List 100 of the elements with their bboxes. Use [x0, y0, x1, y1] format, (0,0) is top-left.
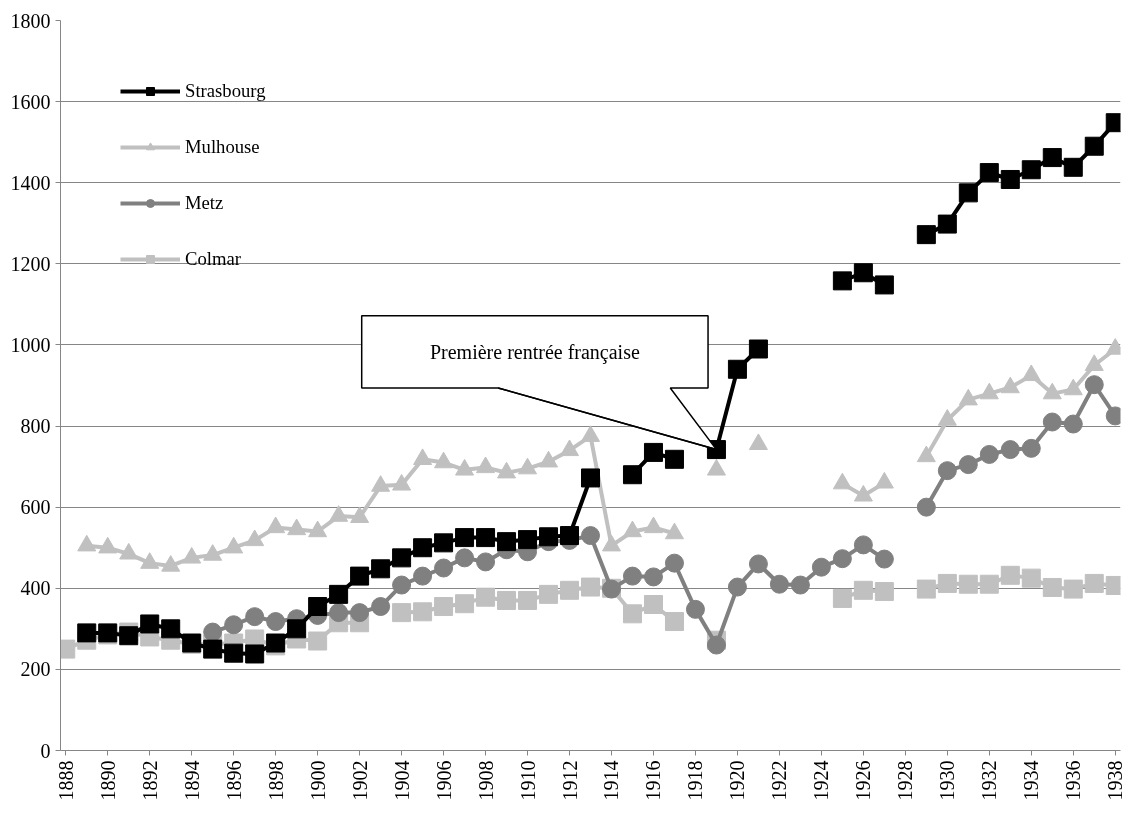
- x-tick-label: 1902: [348, 760, 371, 801]
- point: [811, 557, 831, 577]
- point: [140, 614, 160, 634]
- point: [518, 590, 538, 610]
- point: [874, 549, 894, 569]
- point: [1000, 169, 1020, 189]
- legend-label: Metz: [185, 192, 224, 214]
- point: [560, 580, 580, 600]
- x-tick-label: 1892: [138, 760, 161, 801]
- point: [622, 566, 642, 586]
- y-tick-label: 1400: [10, 171, 51, 194]
- point: [329, 584, 349, 604]
- point: [455, 528, 475, 548]
- x-tick-label: 1936: [1062, 760, 1085, 801]
- point: [476, 528, 496, 548]
- legend-label: Colmar: [185, 248, 241, 270]
- legend-label: Mulhouse: [185, 136, 260, 158]
- y-tick-label: 1200: [10, 252, 51, 275]
- point: [664, 449, 684, 469]
- point: [1084, 136, 1104, 156]
- point: [245, 644, 265, 664]
- point: [203, 639, 223, 659]
- point: [518, 530, 538, 550]
- point: [643, 442, 663, 462]
- point: [643, 567, 663, 587]
- point: [1021, 160, 1041, 180]
- x-tick-label: 1900: [306, 760, 329, 801]
- x-tick-label: 1890: [96, 760, 119, 801]
- point: [392, 603, 412, 623]
- point: [329, 603, 349, 623]
- point: [245, 607, 265, 627]
- y-tick-label: 0: [40, 739, 51, 762]
- point: [1042, 148, 1062, 168]
- point: [224, 615, 244, 635]
- point: [308, 597, 328, 617]
- point: [832, 588, 852, 608]
- y-tick-label: 200: [20, 658, 51, 681]
- x-tick-label: 1916: [642, 760, 665, 801]
- point: [979, 163, 999, 183]
- point: [581, 577, 600, 597]
- point: [1063, 157, 1083, 177]
- x-tick-label: 1906: [432, 760, 455, 801]
- point: [958, 574, 978, 594]
- x-tick-label: 1934: [1020, 760, 1043, 801]
- point: [622, 465, 642, 485]
- legend-label: Strasbourg: [185, 80, 266, 102]
- point: [1021, 568, 1041, 588]
- point: [161, 619, 181, 639]
- point: [1042, 577, 1062, 597]
- x-tick-label: 1918: [684, 760, 707, 801]
- point: [308, 631, 328, 651]
- point: [581, 526, 600, 546]
- x-tick-label: 1896: [222, 760, 245, 801]
- point: [937, 461, 957, 481]
- point: [958, 455, 978, 475]
- point: [748, 554, 768, 574]
- point: [1084, 375, 1104, 395]
- x-tick-label: 1898: [264, 760, 287, 801]
- x-tick-label: 1938: [1104, 760, 1127, 801]
- point: [434, 533, 454, 553]
- x-tick-label: 1928: [894, 760, 917, 801]
- point: [937, 573, 957, 593]
- point: [769, 574, 789, 594]
- point: [643, 595, 663, 614]
- point: [266, 612, 286, 632]
- point: [539, 584, 559, 604]
- point: [916, 225, 936, 245]
- point: [832, 549, 852, 569]
- point: [350, 566, 370, 586]
- x-tick-label: 1926: [852, 760, 875, 801]
- x-tick-label: 1922: [768, 760, 791, 801]
- point: [727, 577, 747, 597]
- annotation: Première rentrée française: [429, 340, 640, 364]
- point: [1063, 414, 1083, 434]
- point: [853, 580, 873, 600]
- point: [539, 527, 559, 547]
- point: [664, 612, 684, 632]
- point: [853, 263, 873, 283]
- point: [979, 574, 999, 594]
- x-tick-label: 1894: [180, 760, 203, 801]
- point: [77, 623, 97, 643]
- point: [706, 635, 726, 655]
- point: [413, 602, 433, 622]
- point: [1063, 579, 1083, 599]
- point: [727, 359, 747, 379]
- point: [350, 603, 370, 623]
- point: [790, 575, 810, 595]
- point: [874, 275, 894, 295]
- y-tick-label: 400: [20, 577, 51, 600]
- point: [224, 643, 244, 663]
- point: [392, 575, 412, 595]
- x-tick-label: 1912: [558, 760, 581, 801]
- point: [1000, 440, 1020, 460]
- point: [476, 552, 496, 572]
- point: [287, 619, 307, 639]
- x-tick-label: 1914: [600, 760, 623, 801]
- point: [937, 214, 957, 234]
- y-tick-label: 600: [20, 496, 51, 519]
- x-tick-label: 1908: [474, 760, 497, 801]
- point: [979, 444, 999, 464]
